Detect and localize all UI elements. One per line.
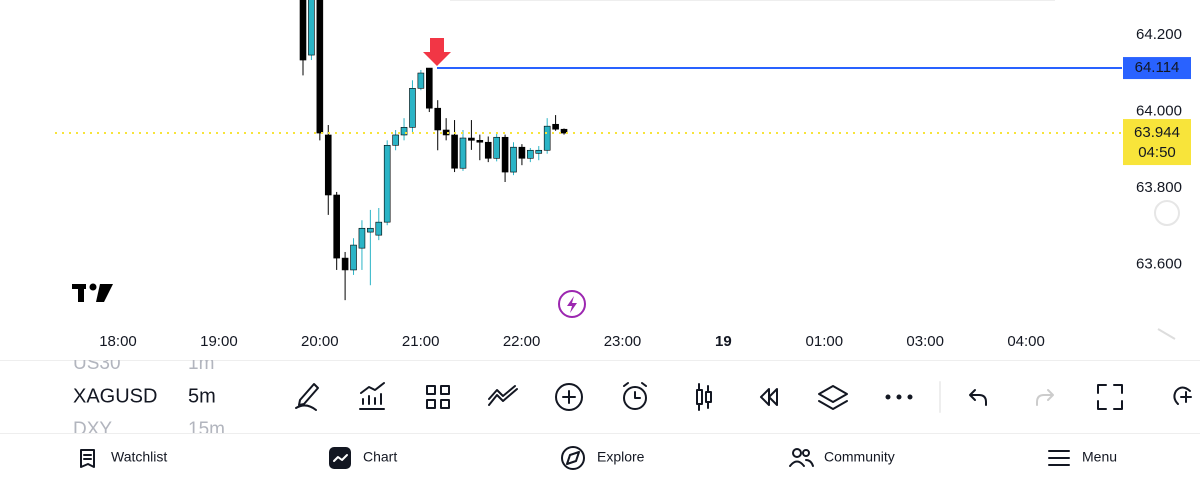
y-tick-label: 63.600 [1136,256,1182,273]
candle-body [299,0,307,61]
indicators[interactable] [359,382,385,410]
chart-type[interactable] [696,383,712,411]
explore-icon[interactable] [561,446,585,470]
candle-body [527,149,534,159]
layouts[interactable] [426,385,450,409]
candle-body [552,123,559,130]
nav-menu[interactable]: Menu [1082,449,1117,465]
candle-body [383,144,391,223]
candle-body [308,0,315,56]
undo[interactable] [969,389,987,406]
interval[interactable]: 1m [188,353,214,374]
candle-body [409,88,416,128]
draw-tool[interactable] [295,383,319,411]
candle-body [543,125,551,151]
symbol-list[interactable]: US30 1m XAGUSD 5m DXY 15m [73,353,225,440]
resize-handle[interactable] [1157,328,1176,340]
x-tick-label: 23:00 [604,333,642,350]
candle-body [434,107,442,131]
price-lines: 64.114 63.944 04:50 [55,57,1191,166]
y-tick-label: 64.000 [1136,103,1182,120]
candle-body [468,137,475,141]
x-tick-label: 19:00 [200,333,238,350]
fullscreen[interactable] [1097,384,1123,410]
nav-icons [80,446,1070,470]
y-tick-label: 64.200 [1136,26,1182,43]
candle-body [350,244,357,271]
redo[interactable] [1036,389,1054,406]
candle-body [518,146,526,159]
symbol[interactable]: DXY [73,419,112,440]
price-badge [1123,57,1191,80]
countdown: 04:50 [1138,144,1176,161]
nav-explore[interactable]: Explore [597,449,645,465]
candle-body [501,136,509,173]
compare[interactable] [488,385,518,406]
symbol[interactable]: XAGUSD [73,385,157,407]
alert[interactable] [623,386,647,410]
nav-chart[interactable]: Chart [363,449,397,465]
candle-body [510,146,517,173]
scroll-button[interactable] [1154,200,1180,226]
nav-watchlist[interactable]: Watchlist [111,449,167,465]
arrow-marker [423,38,451,66]
price-badge [1123,119,1191,166]
candles [299,0,568,301]
price-label: 64.114 [1135,59,1180,76]
replay[interactable] [760,388,778,406]
menu-icon[interactable] [1048,450,1070,466]
interval[interactable]: 15m [188,419,225,440]
tv-logo [72,283,113,302]
candle-body [442,129,450,136]
layers[interactable] [818,385,848,410]
candle-body [560,128,568,134]
x-tick-label: 03:00 [906,333,944,350]
lightning-button[interactable] [558,290,586,318]
x-tick-label: 19 [715,333,732,350]
candle-body [358,227,366,249]
candle-body [341,257,349,271]
nav-community[interactable]: Community [824,449,895,465]
candle-body [476,140,484,143]
x-tick-label: 04:00 [1007,333,1045,350]
candle-body [333,194,340,259]
symbol[interactable]: US30 [73,353,121,374]
y-tick-label: 63.800 [1136,179,1182,196]
candle-body [493,136,500,159]
candle-body [451,134,458,169]
x-tick-label: 20:00 [301,333,339,350]
candle-body [375,221,383,236]
ideas[interactable] [1173,386,1192,405]
candle-body [392,134,399,146]
x-tick-label: 01:00 [806,333,844,350]
candle-body [535,149,543,154]
price-label: 63.944 [1134,124,1180,141]
x-tick-label: 22:00 [503,333,541,350]
x-tick-label: 21:00 [402,333,440,350]
watchlist-icon[interactable] [80,449,95,468]
interval[interactable]: 5m [188,385,216,407]
x-tick-label: 18:00 [99,333,137,350]
add[interactable] [555,383,583,411]
candle-body [425,67,433,109]
candle-body [484,141,492,159]
candle-body [417,72,425,89]
toolbar [295,381,1192,413]
candle-body [367,227,374,233]
candle-body [400,127,408,136]
candle-body [324,134,332,196]
community-icon[interactable] [792,448,802,458]
candle-body [316,0,324,134]
candle-body [459,137,467,169]
